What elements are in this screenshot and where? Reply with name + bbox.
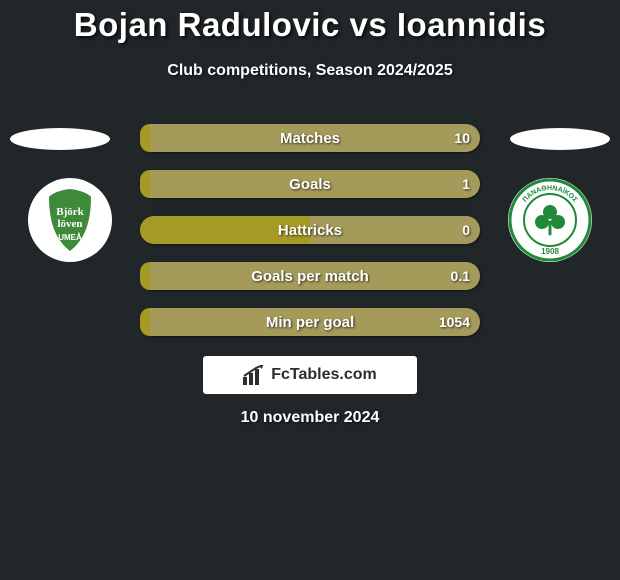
footer-banner[interactable]: FcTables.com [203, 356, 417, 394]
subtitle: Club competitions, Season 2024/2025 [0, 62, 620, 80]
stat-value-right: 0.1 [441, 262, 480, 290]
stat-row: Goals1 [140, 170, 480, 198]
svg-text:Björk: Björk [56, 206, 84, 218]
player-right-photo [510, 128, 610, 150]
club-right-badge: ΠΑΝΑΘΗΝΑΪΚΟΣ 1908 [508, 178, 592, 262]
stat-value-right: 0 [452, 216, 480, 244]
stat-label: Matches [140, 124, 480, 152]
date-text: 10 november 2024 [0, 409, 620, 427]
chart-icon [243, 365, 265, 385]
stat-label: Goals [140, 170, 480, 198]
club-left-icon: Björk löven UMEÅ [35, 185, 105, 255]
stat-value-right: 10 [444, 124, 480, 152]
comparison-card: Bojan Radulovic vs Ioannidis Club compet… [0, 0, 620, 580]
svg-text:1908: 1908 [541, 247, 559, 256]
club-left-badge: Björk löven UMEÅ [28, 178, 112, 262]
svg-text:UMEÅ: UMEÅ [58, 233, 82, 242]
stat-row: Hattricks0 [140, 216, 480, 244]
stat-label: Hattricks [140, 216, 480, 244]
stat-row: Min per goal1054 [140, 308, 480, 336]
stats-table: Matches10Goals1Hattricks0Goals per match… [140, 124, 480, 354]
stat-label: Goals per match [140, 262, 480, 290]
svg-text:löven: löven [57, 218, 82, 230]
footer-label: FcTables.com [271, 366, 377, 384]
player-left-photo [10, 128, 110, 150]
stat-value-right: 1054 [429, 308, 480, 336]
page-title: Bojan Radulovic vs Ioannidis [0, 6, 620, 44]
stat-row: Goals per match0.1 [140, 262, 480, 290]
stat-value-right: 1 [452, 170, 480, 198]
club-right-icon: ΠΑΝΑΘΗΝΑΪΚΟΣ 1908 [508, 178, 592, 262]
stat-row: Matches10 [140, 124, 480, 152]
